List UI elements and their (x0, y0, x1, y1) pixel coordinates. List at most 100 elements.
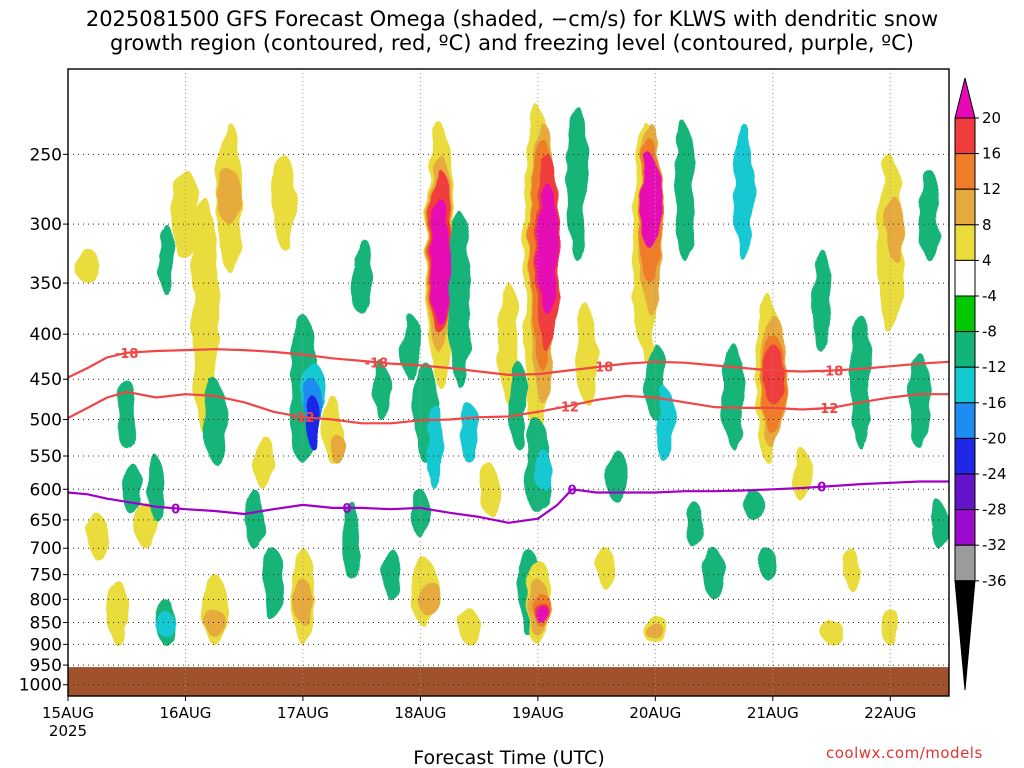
x-tick-label: 21AUG (747, 704, 799, 722)
omega-cell (459, 403, 479, 463)
omega-cell (929, 501, 949, 549)
colorbar-label: -12 (982, 358, 1007, 376)
y-tick-label: 700 (30, 539, 62, 559)
omega-cell (919, 169, 940, 261)
omega-cell (106, 579, 128, 645)
omega-cell (576, 304, 598, 404)
omega-cell (605, 449, 627, 502)
y-tick-label: 550 (30, 447, 62, 467)
temperature-contours: -18 -18 -18 -18 -12 -12 -12 0 0 0 0 (68, 347, 949, 524)
colorbar-label: -4 (982, 287, 997, 305)
colorbar-swatch (954, 295, 976, 333)
omega-cell (479, 462, 499, 514)
colorbar-top-arrow (954, 77, 976, 119)
y-tick-label: 850 (30, 614, 62, 634)
colorbar-label: 4 (982, 251, 992, 269)
omega-shading (75, 105, 949, 645)
y-tick-label: 300 (30, 215, 62, 235)
omega-cell (842, 548, 860, 590)
y-tick-label: 950 (30, 656, 62, 676)
plot-frame (67, 68, 950, 697)
contour-label: -18 (365, 356, 389, 371)
omega-cell (723, 343, 744, 449)
contour-line--18 (68, 348, 949, 379)
colorbar-swatch (954, 188, 976, 226)
x-tick-label: 19AUG (512, 704, 564, 722)
color-bar-legend: 20 16 12 8 4 -4 -8 -12 -16 -20 -24 -28 -32 -36 (954, 77, 1007, 691)
y-tick-label: 250 (30, 145, 62, 165)
omega-cell (458, 608, 480, 645)
contour-label: -12 (815, 402, 839, 417)
omega-cell (704, 548, 724, 600)
contour-label: -18 (820, 365, 844, 380)
omega-cell (401, 314, 421, 380)
colorbar-swatch (954, 473, 976, 511)
omega-cell (217, 169, 242, 225)
omega-cell (685, 501, 704, 549)
grid-lines (68, 69, 949, 696)
contour-label: -18 (115, 347, 139, 362)
omega-cell (426, 403, 444, 490)
omega-cell (534, 448, 552, 490)
y-tick-label: 900 (30, 635, 62, 655)
omega-cell (909, 352, 930, 449)
omega-cell (448, 211, 471, 388)
contour-label: 0 (171, 502, 180, 517)
colorbar-swatch (954, 366, 976, 404)
colorbar-bottom-arrow (954, 580, 976, 691)
y-tick-label: 400 (30, 325, 62, 345)
contour-label: -12 (555, 400, 579, 415)
contour-label: 0 (342, 502, 351, 517)
y-tick-label: 800 (30, 590, 62, 610)
omega-cell (271, 154, 296, 249)
omega-cell (419, 579, 441, 618)
omega-cell (537, 183, 559, 315)
colorbar-swatch (954, 153, 976, 190)
x-axis-label: Forecast Time (UTC) (413, 747, 604, 768)
colorbar-label: -36 (982, 572, 1007, 590)
colorbar-label: -8 (982, 323, 997, 341)
colorbar-swatch (954, 117, 976, 155)
colorbar-label: 20 (982, 109, 1001, 127)
omega-cell (885, 197, 905, 261)
chart-title-line-1: 2025081500 GFS Forecast Omega (shaded, −… (85, 7, 939, 31)
omega-cell (305, 395, 320, 449)
omega-cell (535, 606, 551, 623)
colorbar-label: 8 (982, 216, 992, 234)
y-tick-label: 500 (30, 411, 62, 431)
y-tick-label: 650 (30, 511, 62, 531)
omega-cell (656, 387, 674, 463)
omega-cell (191, 197, 219, 435)
omega-cell (639, 154, 662, 249)
contour-line--12 (68, 390, 949, 425)
colorbar-label: -24 (982, 465, 1007, 483)
omega-cell (263, 548, 284, 623)
contour-label: 0 (817, 481, 826, 496)
omega-cell (674, 122, 696, 261)
colorbar-label: -16 (982, 394, 1007, 412)
y-tick-label: 350 (30, 274, 62, 294)
omega-cell (821, 618, 842, 645)
omega-cell (381, 548, 401, 600)
ground-layer (68, 667, 949, 696)
axes: 2503003504004505005506006507007508008509… (19, 145, 917, 768)
colorbar-swatch (954, 402, 976, 439)
omega-cell (117, 379, 137, 449)
omega-cell (147, 455, 165, 520)
omega-cell (566, 105, 588, 261)
x-tick-label: 16AUG (159, 704, 211, 722)
omega-cell (597, 548, 616, 590)
omega-cell (646, 622, 665, 641)
colorbar-label: -32 (982, 536, 1007, 554)
colorbar-swatch (954, 437, 976, 475)
colorbar-label: 16 (982, 145, 1001, 163)
colorbar-label: 12 (982, 180, 1001, 198)
ground-fill (68, 667, 949, 696)
colorbar-swatch (954, 544, 976, 582)
omega-cell (121, 462, 142, 514)
y-tick-label: 750 (30, 566, 62, 586)
omega-cell (329, 434, 346, 463)
chart-title-line-2: growth region (contoured, red, ºC) and f… (110, 31, 914, 55)
omega-cell (879, 608, 901, 645)
